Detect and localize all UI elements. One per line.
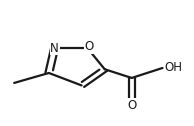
Text: O: O (127, 99, 136, 112)
Text: N: N (50, 42, 59, 55)
Text: OH: OH (164, 61, 182, 74)
Text: O: O (85, 40, 94, 53)
